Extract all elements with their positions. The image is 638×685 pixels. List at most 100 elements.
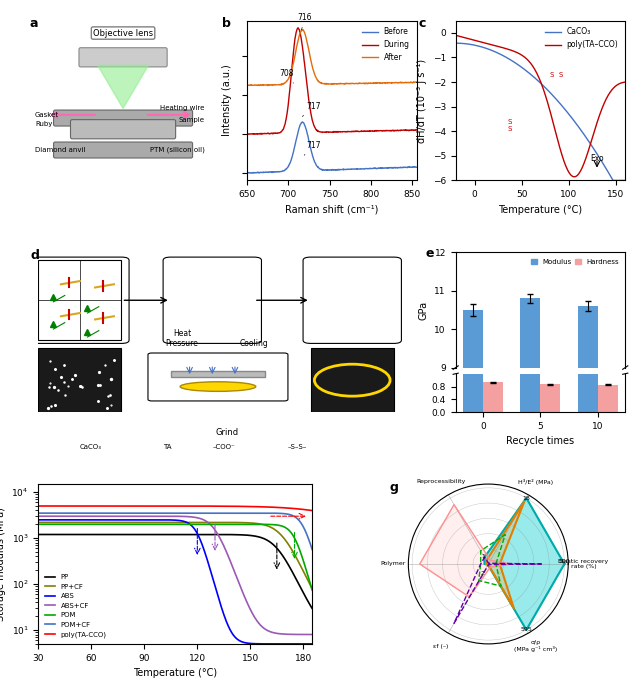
PP+CF [308,585,316,593]
Text: Sample: Sample [179,116,204,123]
Line: poly(TA-CCO): poly(TA-CCO) [38,506,312,510]
Text: e: e [425,247,434,260]
POM [218,520,225,528]
FancyBboxPatch shape [38,260,121,340]
PP+CF [105,519,112,527]
Line: PP: PP [38,534,312,608]
poly(TA-CCO) [218,502,225,510]
Text: Elastic recovery
rate (%): Elastic recovery rate (%) [558,558,609,569]
Text: Gasket: Gasket [35,112,59,118]
Polygon shape [420,505,511,597]
Line: ABS+CF: ABS+CF [38,516,312,634]
ABS+CF [196,514,204,523]
Text: Polymer: Polymer [380,562,406,566]
ABS [308,640,316,648]
Y-axis label: Storage modulus (MPa): Storage modulus (MPa) [0,507,6,621]
POM [83,520,91,528]
POM+CF [158,509,166,517]
Y-axis label: GPa: GPa [419,301,429,319]
Bar [521,66,540,412]
Text: Grind: Grind [216,428,239,437]
FancyBboxPatch shape [70,120,175,139]
FancyBboxPatch shape [171,371,265,377]
ABS [83,516,91,524]
POM [158,520,166,528]
Text: 595: 595 [521,627,532,632]
Polygon shape [98,65,149,108]
Text: Heat
Pressure: Heat Pressure [166,329,198,348]
ABS+CF [34,512,42,521]
Text: 717: 717 [302,101,320,116]
Bar [598,680,618,685]
Text: Diamond anvil: Diamond anvil [35,147,85,153]
Bar [540,384,560,412]
FancyBboxPatch shape [148,353,288,401]
ABS+CF [218,536,225,545]
Y-axis label: Intensity (a.u.): Intensity (a.u.) [221,64,232,136]
Text: S
S: S S [507,119,512,132]
Text: a: a [30,17,38,30]
Text: –COO⁻: –COO⁻ [212,445,235,450]
PP [158,530,166,538]
Text: –S–S–: –S–S– [288,445,307,450]
Bar [463,76,484,412]
Text: d: d [31,249,40,262]
ABS [218,603,225,611]
ABS+CF [105,512,112,521]
Legend: Modulus, Hardness: Modulus, Hardness [529,256,622,267]
Text: Heating wire: Heating wire [160,105,204,112]
X-axis label: Temperature (°C): Temperature (°C) [498,205,582,214]
Text: Reprocessibility: Reprocessibility [416,479,465,484]
Line: PP+CF: PP+CF [38,523,312,589]
Text: 100: 100 [559,559,570,564]
PP [218,530,225,538]
X-axis label: Recycle times: Recycle times [507,436,575,447]
Text: σ/ρ
(MPa g⁻¹ cm³): σ/ρ (MPa g⁻¹ cm³) [514,640,558,652]
PP [34,530,42,538]
FancyBboxPatch shape [38,348,121,412]
X-axis label: Temperature (°C): Temperature (°C) [133,668,218,678]
Line: POM: POM [38,524,312,590]
PP [83,530,91,538]
Bar [577,73,598,412]
Text: 1: 1 [482,553,486,558]
FancyBboxPatch shape [31,257,129,343]
Text: CaCO₃: CaCO₃ [80,445,102,450]
Text: Objective lens: Objective lens [93,29,153,38]
poly(TA-CCO) [241,502,248,510]
Legend: PP, PP+CF, ABS, ABS+CF, POM, POM+CF, poly(TA-CCO): PP, PP+CF, ABS, ABS+CF, POM, POM+CF, pol… [41,571,109,640]
POM+CF [34,509,42,517]
ABS+CF [158,512,166,521]
ABS+CF [308,630,316,638]
PP [241,531,248,539]
PP+CF [34,519,42,527]
FancyBboxPatch shape [303,257,401,343]
POM [196,520,204,528]
ABS [196,534,204,543]
Text: Ruby: Ruby [35,121,52,127]
Bar [484,382,503,412]
Text: c: c [419,17,426,30]
Y-axis label: dH/dT (10⁻³ J s⁻¹): dH/dT (10⁻³ J s⁻¹) [417,58,427,142]
Legend: Before, During, After: Before, During, After [359,25,413,65]
POM+CF [241,509,248,517]
Text: εf (–): εf (–) [433,644,449,649]
PP [308,604,316,612]
Bar [577,306,598,685]
ABS [34,516,42,524]
Legend: CaCO₃, poly(TA–CCO): CaCO₃, poly(TA–CCO) [542,25,621,52]
poly(TA-CCO) [196,502,204,510]
PP [105,530,112,538]
Text: H³/E² (MPa): H³/E² (MPa) [518,479,553,484]
ABS+CF [241,593,248,601]
PP+CF [83,519,91,527]
FancyBboxPatch shape [54,142,193,158]
ABS [241,638,248,647]
ABS [158,516,166,524]
POM [34,520,42,528]
POM [105,520,112,528]
Text: 716: 716 [298,13,312,29]
PP+CF [158,519,166,527]
X-axis label: Raman shift (cm⁻¹): Raman shift (cm⁻¹) [285,205,378,214]
POM [241,520,248,528]
